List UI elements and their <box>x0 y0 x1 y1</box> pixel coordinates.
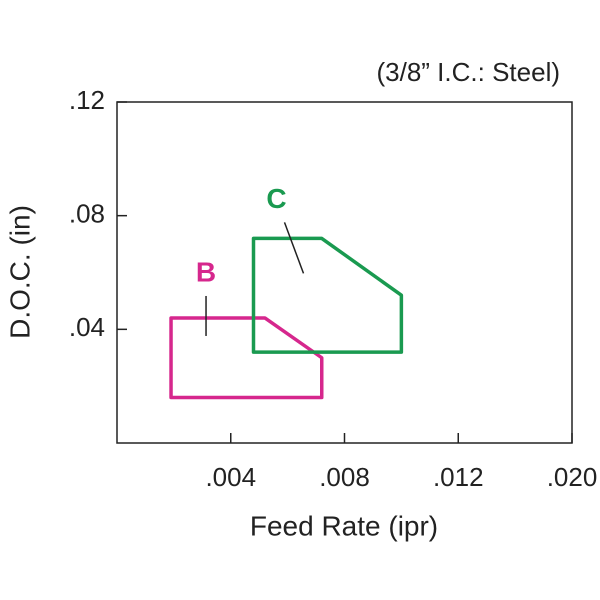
plot-frame <box>116 101 573 444</box>
y-axis-title: D.O.C. (in) <box>4 205 35 339</box>
zone-label: B <box>196 256 216 287</box>
y-tick-label: .12 <box>69 85 105 115</box>
zone <box>169 316 324 400</box>
zone-label: C <box>266 183 286 214</box>
x-tick-label: .020 <box>547 462 598 492</box>
x-axis-title: Feed Rate (ipr) <box>250 510 438 541</box>
y-tick-label: .08 <box>69 199 105 229</box>
x-tick-label: .012 <box>433 462 484 492</box>
x-tick-label: .008 <box>319 462 370 492</box>
zone <box>251 236 404 354</box>
x-tick-label: .004 <box>205 462 256 492</box>
chart-subtitle: (3/8” I.C.: Steel) <box>377 57 561 87</box>
leader-line <box>283 222 305 274</box>
y-tick-label: .04 <box>69 312 105 342</box>
